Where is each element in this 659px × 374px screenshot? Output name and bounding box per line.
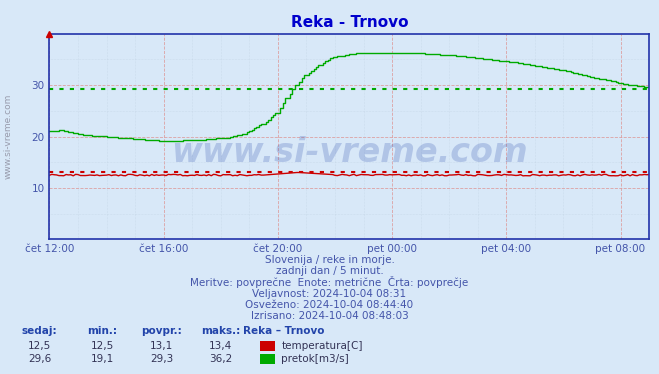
Text: 29,3: 29,3 xyxy=(150,354,173,364)
Text: min.:: min.: xyxy=(87,326,117,336)
Text: 19,1: 19,1 xyxy=(90,354,114,364)
Text: sedaj:: sedaj: xyxy=(22,326,57,336)
Text: zadnji dan / 5 minut.: zadnji dan / 5 minut. xyxy=(275,266,384,276)
Text: Slovenija / reke in morje.: Slovenija / reke in morje. xyxy=(264,255,395,265)
Text: povpr.:: povpr.: xyxy=(141,326,182,336)
Text: www.si-vreme.com: www.si-vreme.com xyxy=(171,137,528,169)
Text: 29,6: 29,6 xyxy=(28,354,51,364)
Text: Osveženo: 2024-10-04 08:44:40: Osveženo: 2024-10-04 08:44:40 xyxy=(245,300,414,310)
Title: Reka - Trnovo: Reka - Trnovo xyxy=(291,15,408,30)
Text: 36,2: 36,2 xyxy=(209,354,233,364)
Text: temperatura[C]: temperatura[C] xyxy=(281,341,363,351)
Text: www.si-vreme.com: www.si-vreme.com xyxy=(3,94,13,179)
Text: Meritve: povprečne  Enote: metrične  Črta: povprečje: Meritve: povprečne Enote: metrične Črta:… xyxy=(190,276,469,288)
Text: maks.:: maks.: xyxy=(201,326,241,336)
Text: Veljavnost: 2024-10-04 08:31: Veljavnost: 2024-10-04 08:31 xyxy=(252,289,407,298)
Text: 12,5: 12,5 xyxy=(90,341,114,351)
Text: 13,4: 13,4 xyxy=(209,341,233,351)
Text: 12,5: 12,5 xyxy=(28,341,51,351)
Text: Izrisano: 2024-10-04 08:48:03: Izrisano: 2024-10-04 08:48:03 xyxy=(250,311,409,321)
Text: 13,1: 13,1 xyxy=(150,341,173,351)
Text: pretok[m3/s]: pretok[m3/s] xyxy=(281,354,349,364)
Text: Reka – Trnovo: Reka – Trnovo xyxy=(243,326,324,336)
